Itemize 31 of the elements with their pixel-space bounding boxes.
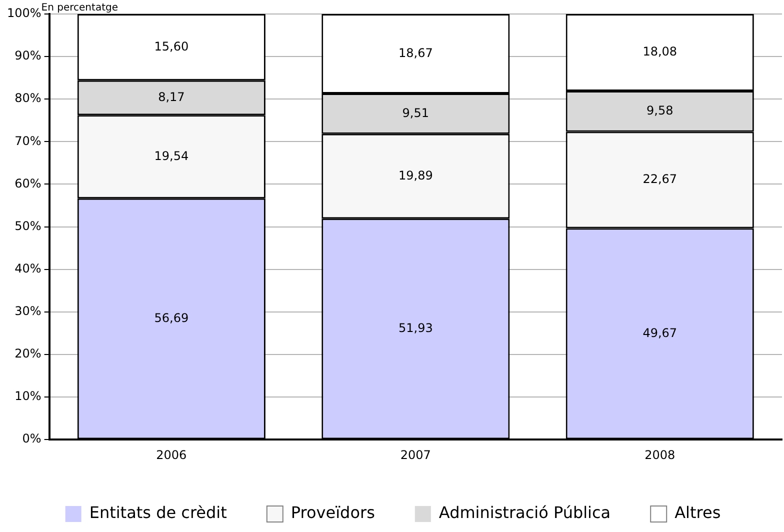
- data-label: 9,51: [402, 106, 430, 120]
- y-tick-label: 40%: [14, 261, 42, 276]
- y-tick-label: 70%: [14, 134, 42, 148]
- y-tick-label: 50%: [14, 218, 42, 233]
- data-label: 9,58: [646, 103, 674, 118]
- data-label: 15,60: [154, 39, 189, 54]
- y-tick-label: 100%: [6, 6, 42, 20]
- data-label: 18,08: [642, 44, 678, 59]
- data-label: 19,54: [154, 148, 189, 163]
- data-label: 22,67: [642, 172, 678, 186]
- legend-label: Altres: [674, 503, 721, 522]
- y-tick-label: 0%: [22, 432, 42, 446]
- x-tick-label: 2008: [644, 448, 676, 462]
- data-label: 56,69: [154, 310, 189, 325]
- data-label: 19,89: [398, 168, 433, 182]
- data-label: 18,67: [398, 46, 433, 60]
- legend-label: Entitats de crèdit: [89, 503, 227, 522]
- y-axis-title: En percentatge: [41, 2, 118, 14]
- data-label: 49,67: [642, 326, 678, 340]
- x-tick-label: 2006: [156, 448, 187, 462]
- y-tick-label: 10%: [14, 389, 42, 404]
- y-tick-label: 20%: [14, 346, 42, 361]
- y-tick-label: 80%: [14, 91, 42, 106]
- x-tick-label: 2007: [400, 448, 431, 462]
- legend-label: Proveïdors: [290, 503, 375, 522]
- data-label: 51,93: [398, 320, 433, 335]
- legend-label: Administració Pública: [438, 503, 611, 522]
- y-tick-label: 90%: [14, 48, 42, 63]
- y-tick-label: 30%: [14, 304, 42, 318]
- y-tick-label: 60%: [14, 176, 42, 190]
- data-label: 8,17: [158, 90, 185, 104]
